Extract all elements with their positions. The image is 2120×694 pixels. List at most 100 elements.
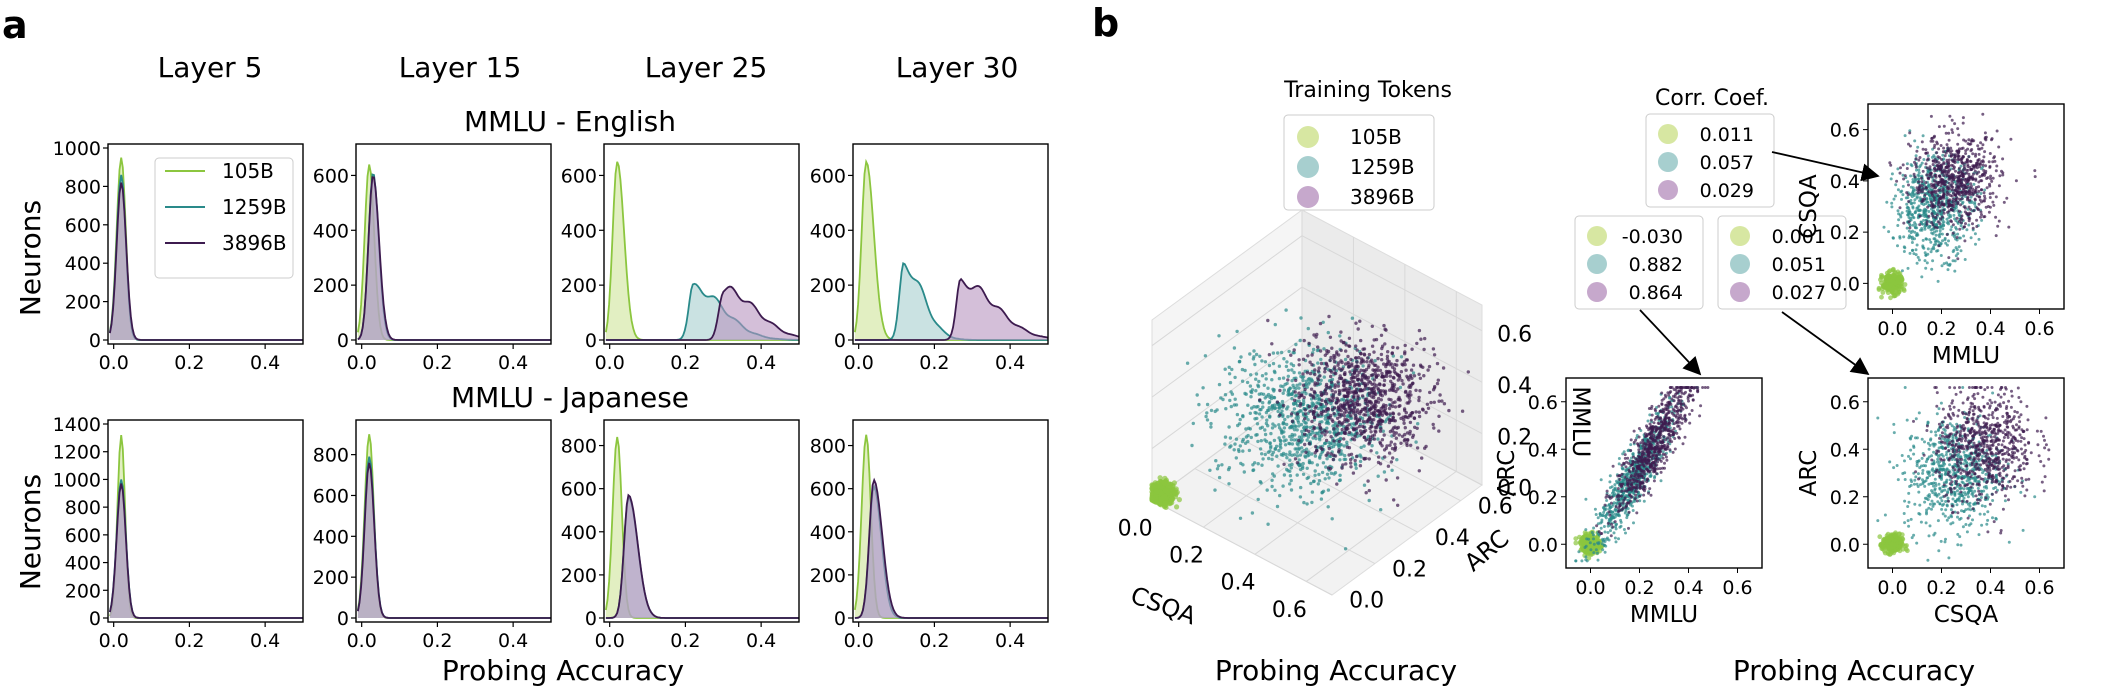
point <box>1340 466 1344 470</box>
z3d-axis-label: MMLU <box>1567 386 1595 457</box>
point <box>1330 377 1335 382</box>
point <box>1949 219 1953 223</box>
point <box>1961 200 1965 204</box>
point <box>1987 210 1991 214</box>
point <box>1328 358 1332 363</box>
point <box>1287 349 1291 354</box>
point <box>1301 461 1305 466</box>
point <box>1290 368 1294 372</box>
y-tick-label: 800 <box>313 445 349 467</box>
point <box>1205 418 1210 422</box>
point <box>1150 495 1156 501</box>
y-axis-label-english: Neurons <box>14 200 47 316</box>
legend-marker-1259B <box>1297 156 1319 178</box>
point <box>1280 431 1284 435</box>
point <box>1344 387 1349 391</box>
point <box>1946 268 1950 272</box>
point <box>1994 234 1998 238</box>
point <box>1418 376 1423 380</box>
corr-marker <box>1730 254 1750 274</box>
point <box>1361 424 1365 429</box>
column-title-layer-5: Layer 5 <box>158 51 263 84</box>
point <box>1355 348 1359 352</box>
point <box>1936 220 1940 224</box>
point <box>2007 225 2011 229</box>
point <box>1266 424 1270 428</box>
point <box>1642 499 1646 503</box>
point <box>1982 169 1986 172</box>
point <box>1275 504 1280 509</box>
point <box>1424 410 1428 415</box>
point <box>1944 172 1948 176</box>
point <box>1289 438 1294 442</box>
point <box>1244 392 1248 396</box>
point <box>1435 381 1440 386</box>
point <box>1931 163 1935 166</box>
point <box>1624 509 1628 513</box>
point <box>1396 503 1400 507</box>
point <box>1157 475 1163 481</box>
point <box>1288 450 1292 454</box>
point <box>1359 338 1363 343</box>
point <box>1280 409 1284 413</box>
point <box>1402 418 1406 422</box>
y3d-tick: 0.2 <box>1392 557 1427 582</box>
point <box>1267 456 1271 461</box>
point <box>1332 360 1337 364</box>
point <box>1326 466 1331 470</box>
y-tick-label: 600 <box>65 215 101 237</box>
point <box>1964 222 1967 226</box>
point <box>1934 233 1938 237</box>
point <box>1266 386 1270 390</box>
point <box>1957 151 1960 155</box>
point <box>1336 406 1341 410</box>
point <box>1324 465 1328 469</box>
point <box>1257 412 1262 416</box>
point <box>1602 543 1606 547</box>
point <box>1382 470 1387 474</box>
point <box>1288 474 1293 478</box>
point <box>1987 160 1991 164</box>
point <box>1366 479 1370 483</box>
point <box>1369 387 1374 391</box>
legend-label-3896B: 3896B <box>222 231 287 255</box>
point <box>1246 403 1250 407</box>
point <box>1339 376 1343 380</box>
point <box>1380 438 1385 442</box>
point <box>1313 406 1318 410</box>
point <box>1247 448 1252 453</box>
point <box>1149 483 1155 489</box>
point <box>1907 200 1911 203</box>
point <box>1290 453 1294 457</box>
point <box>1994 195 1998 199</box>
point <box>1265 488 1269 492</box>
point <box>1927 183 1931 187</box>
point <box>1391 415 1395 420</box>
point <box>1302 500 1306 505</box>
point <box>1885 200 1889 204</box>
point <box>1304 447 1309 451</box>
point <box>1923 259 1927 263</box>
point <box>1297 399 1301 403</box>
point <box>1993 159 1997 163</box>
point <box>1240 367 1245 372</box>
point <box>1948 168 1951 172</box>
point <box>1590 531 1594 534</box>
point <box>1420 456 1424 460</box>
point <box>1300 450 1304 454</box>
point <box>1367 488 1372 493</box>
point <box>1264 439 1269 444</box>
point <box>1933 219 1937 222</box>
point <box>1381 429 1386 433</box>
point <box>1209 408 1214 413</box>
point <box>2033 169 2037 173</box>
point <box>1934 191 1938 195</box>
point <box>1935 213 1939 217</box>
legend-label-1259B: 1259B <box>222 195 287 219</box>
point <box>1402 421 1406 425</box>
point <box>1318 349 1323 353</box>
legend-box <box>154 157 294 279</box>
y-tick-label: 0 <box>89 330 101 352</box>
x-tick-label: 0.2 <box>919 352 949 374</box>
